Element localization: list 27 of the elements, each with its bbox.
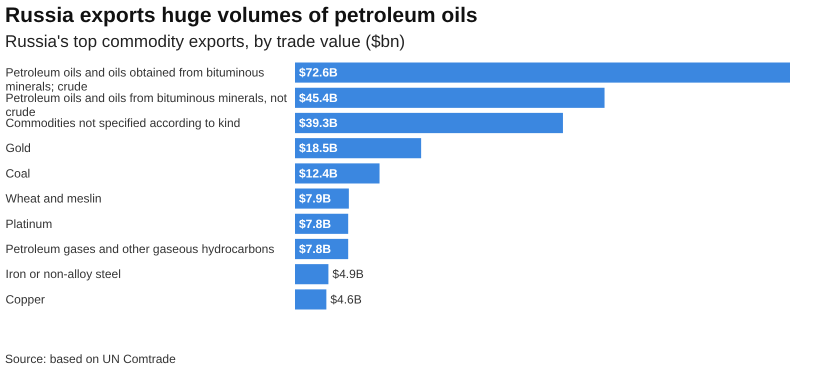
bar bbox=[295, 62, 790, 83]
data-label: $18.5B bbox=[299, 141, 338, 156]
y-tick-label: Petroleum gases and other gaseous hydrocarbons bbox=[6, 242, 274, 256]
data-label: $45.4B bbox=[299, 90, 338, 105]
chart-title: Russia exports huge volumes of petroleum oils bbox=[5, 4, 478, 27]
bar bbox=[295, 88, 605, 108]
data-label: $7.8B bbox=[299, 216, 332, 231]
y-tick-label: Wheat and meslin bbox=[6, 192, 102, 206]
y-tick-label: Iron or non-alloy steel bbox=[6, 267, 121, 282]
y-tick-label: Copper bbox=[6, 292, 45, 306]
bar bbox=[295, 289, 326, 310]
bar bbox=[295, 138, 422, 158]
y-tick-label: Gold bbox=[6, 141, 31, 156]
data-label: $4.6B bbox=[330, 292, 362, 306]
data-label: $39.3B bbox=[299, 116, 338, 130]
bar bbox=[295, 112, 563, 134]
data-label: $7.9B bbox=[299, 192, 332, 206]
data-label: $4.9B bbox=[332, 267, 364, 282]
data-label: $7.8B bbox=[299, 242, 332, 256]
chart-subtitle: Russia's top commodity exports, by trade value ($bn) bbox=[5, 32, 406, 51]
data-label: $12.4B bbox=[299, 166, 338, 180]
y-tick-label: Platinum bbox=[6, 216, 52, 231]
bar bbox=[295, 264, 328, 284]
y-tick-label: Coal bbox=[6, 166, 30, 180]
source-note: Source: based on UN Comtrade bbox=[5, 352, 176, 366]
y-tick-label: Commodities not specified according to kind bbox=[6, 116, 240, 130]
data-label: $72.6B bbox=[299, 66, 338, 80]
